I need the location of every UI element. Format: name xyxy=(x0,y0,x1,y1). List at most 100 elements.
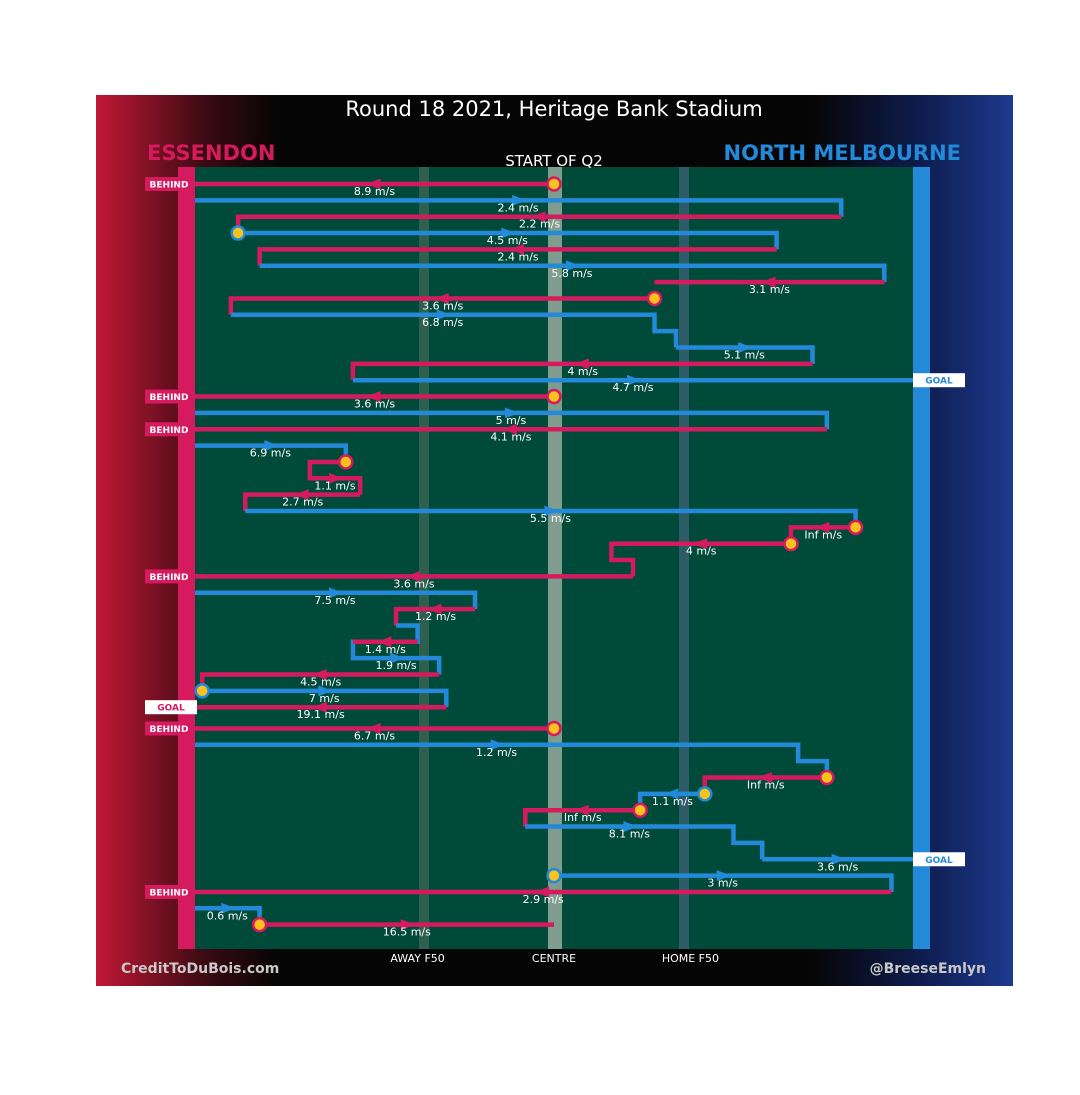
speed-label-29: 6.7 m/s xyxy=(354,729,395,742)
speed-label-36: 3 m/s xyxy=(707,877,738,890)
chain-path-17 xyxy=(243,492,361,511)
chain-path-34 xyxy=(525,824,765,860)
x-axis: AWAY F50 CENTRE HOME F50 xyxy=(390,952,719,965)
stoppage-marker-0 xyxy=(546,176,562,192)
behind-badge-text-14: BEHIND xyxy=(150,426,189,436)
speed-label-5: 5.8 m/s xyxy=(551,267,592,280)
chain-path-27 xyxy=(202,688,449,708)
chain-arrow-37 xyxy=(535,886,550,898)
behind-badge-21 xyxy=(145,569,193,584)
stoppage-marker-12 xyxy=(546,388,562,405)
chain-arrow-21 xyxy=(405,570,420,582)
home-f50-band xyxy=(679,167,689,949)
chain-path-8 xyxy=(230,312,679,348)
chain-arrow-20 xyxy=(693,538,708,550)
chain-path-13 xyxy=(195,410,830,430)
chain-arrow-10 xyxy=(574,358,589,370)
chain-arrow-33 xyxy=(574,804,589,816)
speed-label-33: Inf m/s xyxy=(564,811,602,824)
chain-arrow-24 xyxy=(390,652,405,664)
chain-arrow-35 xyxy=(831,853,846,865)
behind-badge-text-37: BEHIND xyxy=(150,888,189,898)
behind-badge-0 xyxy=(145,177,193,191)
north-goal-line xyxy=(913,167,930,949)
chain-path-30 xyxy=(195,742,830,778)
speed-label-37: 2.9 m/s xyxy=(523,893,564,906)
speed-label-25: 1.4 m/s xyxy=(365,643,406,656)
stoppage-marker-31 xyxy=(819,769,835,786)
chain-path-16 xyxy=(307,459,363,495)
away-f50-band xyxy=(419,167,429,949)
stoppage-marker-32 xyxy=(697,786,713,802)
chain-arrow-2 xyxy=(531,211,546,223)
chain-path-9 xyxy=(676,345,815,364)
behind-badge-text-0: BEHIND xyxy=(150,181,189,191)
x-tick-label-2: HOME F50 xyxy=(662,952,719,965)
chain-arrow-16 xyxy=(329,472,344,484)
chain-arrow-13 xyxy=(504,407,519,419)
goal-badge-text-11: GOAL xyxy=(925,377,953,387)
stoppage-marker-20 xyxy=(783,535,799,552)
chain-arrow-22 xyxy=(329,587,344,599)
chain-arrow-38 xyxy=(221,902,236,914)
goal-badge-28 xyxy=(145,700,197,715)
behind-badge-29 xyxy=(145,721,193,736)
team-left-name: ESSENDON xyxy=(147,141,275,165)
stoppage-marker-36 xyxy=(546,867,562,884)
speed-label-4: 2.4 m/s xyxy=(498,250,539,263)
goal-badge-11 xyxy=(913,373,965,388)
stoppage-marker-7 xyxy=(646,290,663,307)
goal-badge-35 xyxy=(913,852,965,867)
chain-arrow-27 xyxy=(318,685,333,697)
behind-badge-text-29: BEHIND xyxy=(150,725,189,735)
speed-label-14: 4.1 m/s xyxy=(490,430,531,443)
behind-badge-text-12: BEHIND xyxy=(150,393,189,403)
centre-band xyxy=(548,167,562,949)
chain-arrow-30 xyxy=(490,739,505,751)
chain-path-33 xyxy=(523,807,641,827)
chart-subtitle: START OF Q2 xyxy=(505,152,603,170)
speed-label-38: 0.6 m/s xyxy=(207,909,248,922)
chain-arrow-36 xyxy=(716,870,731,882)
chain-arrow-9 xyxy=(738,342,753,353)
speed-label-28: 19.1 m/s xyxy=(297,708,345,721)
chain-arrow-14 xyxy=(502,423,517,435)
chain-arrow-11 xyxy=(626,374,641,386)
speed-label-2: 2.2 m/s xyxy=(519,218,560,231)
speed-label-39: 16.5 m/s xyxy=(383,926,431,939)
speed-label-18: 5.5 m/s xyxy=(530,512,571,525)
chain-arrow-0 xyxy=(366,178,381,190)
chart-title: Round 18 2021, Heritage Bank Stadium xyxy=(345,97,762,121)
chain-path-20 xyxy=(609,541,791,577)
chain-path-36 xyxy=(554,873,894,892)
chain-arrow-17 xyxy=(294,489,309,501)
speed-label-6: 3.1 m/s xyxy=(749,283,790,296)
speed-label-0: 8.9 m/s xyxy=(354,185,395,198)
stoppage-marker-16 xyxy=(338,454,354,470)
chain-path-23 xyxy=(393,606,476,626)
speed-label-23: 1.2 m/s xyxy=(415,610,456,623)
speed-label-16: 1.1 m/s xyxy=(314,479,355,492)
credit-right: @BreeseEmlyn xyxy=(870,961,986,977)
behind-badge-14 xyxy=(145,422,193,437)
speed-label-11: 4.7 m/s xyxy=(612,381,653,394)
chain-arrow-3 xyxy=(501,227,516,239)
speed-label-13: 5 m/s xyxy=(496,414,527,427)
speed-label-1: 2.4 m/s xyxy=(498,201,539,214)
chain-path-5 xyxy=(259,263,887,283)
chain-arrow-7 xyxy=(434,292,449,304)
chain-arrow-28 xyxy=(312,701,327,713)
chain-arrow-26 xyxy=(312,669,327,680)
goal-badge-text-28: GOAL xyxy=(157,704,185,714)
speed-label-31: Inf m/s xyxy=(747,779,785,792)
x-tick-label-0: AWAY F50 xyxy=(390,952,444,965)
x-tick-label-1: CENTRE xyxy=(532,952,576,965)
stoppage-marker-39 xyxy=(251,916,268,933)
speed-label-30: 1.2 m/s xyxy=(476,746,517,759)
speed-label-24: 1.9 m/s xyxy=(375,659,416,672)
chain-arrow-18 xyxy=(544,505,559,517)
stoppage-marker-29 xyxy=(546,720,562,737)
speed-label-19: Inf m/s xyxy=(804,528,842,541)
behind-badge-text-21: BEHIND xyxy=(150,573,189,583)
chain-path-7 xyxy=(228,296,655,315)
